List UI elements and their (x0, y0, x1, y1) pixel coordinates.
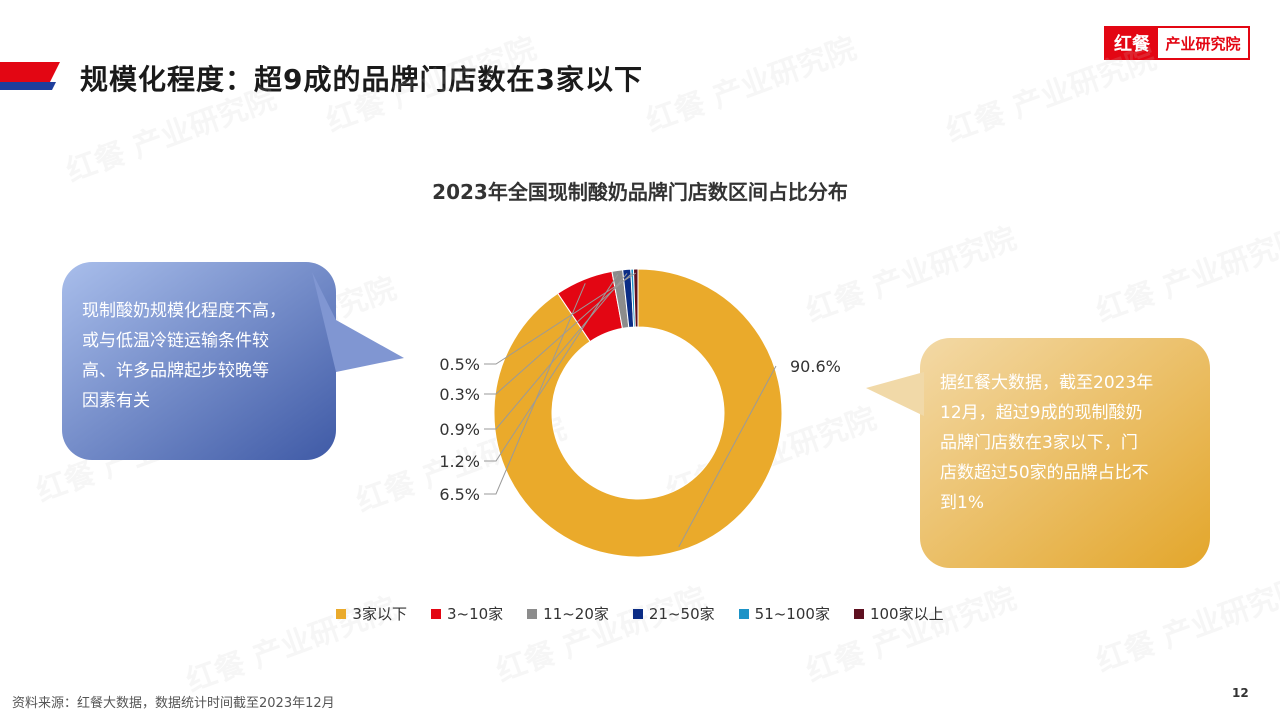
legend-label: 11~20家 (543, 605, 609, 623)
legend-label: 51~100家 (754, 605, 830, 623)
page-number: 12 (1232, 686, 1249, 700)
leader-line-0 (678, 365, 777, 548)
legend-swatch (853, 608, 864, 619)
legend-item: 51~100家 (738, 603, 830, 624)
legend-label: 100家以上 (869, 605, 944, 623)
leader-line-5 (484, 272, 637, 365)
legend-swatch (632, 608, 643, 619)
leader-line-4 (484, 272, 633, 395)
donut-slice-0 (493, 268, 783, 558)
left-callout-bubble (62, 262, 404, 460)
legend-swatch (430, 608, 441, 619)
legend-label: 3~10家 (446, 605, 504, 623)
brand-logo: 红餐 产业研究院 (1104, 26, 1250, 60)
source-note: 资料来源：红餐大数据，数据统计时间截至2023年12月 (12, 696, 335, 711)
legend-item: 3~10家 (430, 603, 504, 624)
chart-legend: 3家以下 3~10家 11~20家 21~50家 51~100家 100家以上 (0, 603, 1280, 624)
legend-item: 100家以上 (853, 603, 944, 624)
logo-mark: 红餐 (1106, 28, 1158, 58)
data-label-2: 1.2% (439, 452, 480, 471)
data-label-4: 0.3% (439, 385, 480, 404)
page-title: 规模化程度：超9成的品牌门店数在3家以下 (80, 63, 643, 96)
right-callout-bubble (866, 338, 1210, 568)
legend-swatch (527, 608, 538, 619)
legend-item: 21~50家 (632, 603, 715, 624)
data-label-5: 0.5% (439, 355, 480, 374)
donut-slice-5 (632, 268, 639, 328)
legend-label: 21~50家 (648, 605, 715, 623)
data-label-0: 90.6% (790, 357, 841, 376)
left-callout-text: 现制酸奶规模化程度不高， 或与低温冷链运输条件较 高、许多品牌起步较晚等 因素有… (82, 301, 286, 411)
header-accent-bar (0, 62, 60, 90)
donut-slices (493, 268, 783, 558)
right-callout-text: 据红餐大数据，截至2023年 12月，超过9成的现制酸奶 品牌门店数在3家以下，… (940, 373, 1154, 513)
legend-item: 11~20家 (527, 603, 609, 624)
legend-swatch (738, 608, 749, 619)
legend-item: 3家以下 (336, 603, 407, 624)
data-label-1: 6.5% (439, 485, 480, 504)
data-label-3: 0.9% (439, 420, 480, 439)
legend-swatch (336, 608, 347, 619)
leader-line-1 (484, 283, 586, 495)
chart-title: 2023年全国现制酸奶品牌门店数区间占比分布 (432, 180, 848, 204)
data-labels: 90.6% 6.5% 1.2% 0.9% 0.3% 0.5% (439, 272, 841, 548)
leader-line-2 (484, 274, 619, 462)
leader-line-3 (484, 273, 628, 430)
logo-text: 产业研究院 (1158, 28, 1248, 58)
legend-label: 3家以下 (352, 605, 407, 623)
